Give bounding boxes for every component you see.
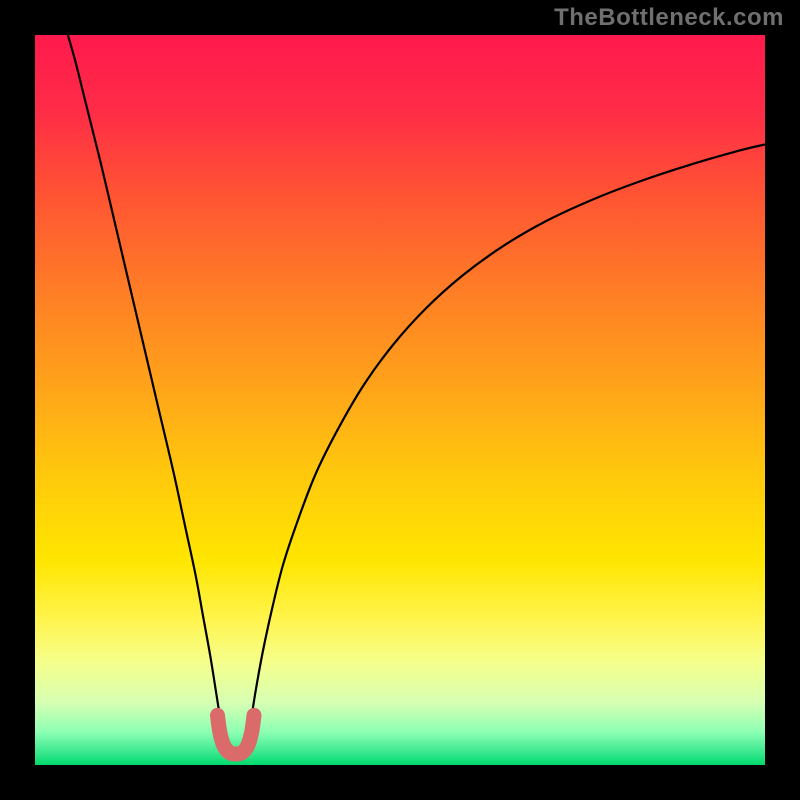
gradient-background [35,35,765,765]
bottleneck-chart [35,35,765,765]
watermark-text: TheBottleneck.com [554,4,784,32]
